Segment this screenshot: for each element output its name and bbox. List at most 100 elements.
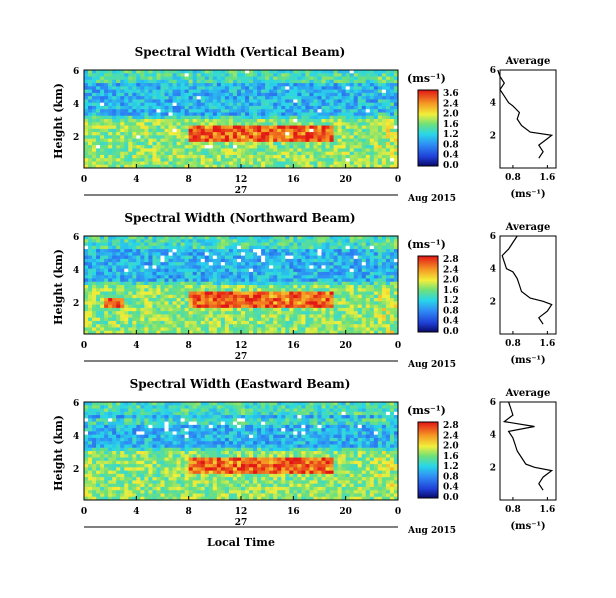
heatmap-cell	[100, 490, 105, 494]
heatmap-cell	[188, 311, 194, 315]
heatmap-cell	[269, 278, 274, 283]
heatmap-cell	[345, 288, 351, 292]
heatmap-cell	[245, 314, 250, 319]
heatmap-cell	[385, 262, 391, 266]
heatmap-cell	[297, 102, 302, 107]
heatmap-cell	[88, 245, 93, 250]
heatmap-cell	[100, 470, 105, 475]
heatmap-cell	[184, 151, 190, 156]
heatmap-cell	[164, 73, 169, 77]
heatmap-cell	[273, 73, 278, 77]
heatmap-cell	[345, 73, 351, 77]
heatmap-cell	[152, 83, 157, 87]
heatmap-cell	[389, 320, 395, 325]
heatmap-cell	[132, 164, 137, 169]
heatmap-cell	[353, 324, 359, 328]
heatmap-cell	[273, 285, 278, 289]
heatmap-cell	[104, 424, 109, 429]
heatmap-cell	[341, 132, 347, 136]
heatmap-cell	[381, 327, 387, 332]
heatmap-cell	[232, 70, 238, 74]
heatmap-cell	[136, 105, 141, 110]
heatmap-cell	[361, 73, 367, 77]
heatmap-cell	[329, 145, 334, 149]
heatmap-cell	[124, 291, 129, 296]
heatmap-cell	[88, 408, 93, 413]
heatmap-cell	[381, 314, 387, 319]
heatmap-cell	[249, 239, 254, 243]
heatmap-cell	[333, 317, 339, 322]
heatmap-cell	[257, 151, 262, 156]
heatmap-cell	[253, 314, 258, 319]
heatmap-cell	[273, 245, 278, 250]
heatmap-cell	[281, 265, 286, 270]
heatmap-cell	[297, 271, 302, 276]
heatmap-cell	[309, 281, 314, 286]
heatmap-cell	[152, 145, 157, 149]
heatmap-cell	[297, 92, 302, 97]
heatmap-cell	[345, 294, 351, 299]
heatmap-cell	[293, 268, 298, 273]
heatmap-cell	[389, 115, 395, 120]
heatmap-cell	[228, 245, 234, 250]
heatmap-cell	[365, 242, 371, 247]
heatmap-cell	[305, 154, 310, 159]
heatmap-cell	[317, 304, 322, 309]
heatmap-cell	[84, 460, 89, 465]
heatmap-cell	[216, 112, 222, 117]
heatmap-cell	[365, 330, 371, 335]
heatmap-cell	[305, 128, 310, 133]
heatmap-cell	[253, 138, 258, 143]
heatmap-cell	[188, 138, 194, 143]
heatmap-cell	[152, 304, 157, 309]
heatmap-cell	[309, 115, 314, 120]
heatmap-cell	[128, 298, 133, 302]
heatmap-cell	[228, 317, 234, 322]
heatmap-cell	[88, 464, 93, 468]
heatmap-cell	[192, 86, 198, 90]
heatmap-cell	[188, 298, 194, 302]
heatmap-cell	[277, 92, 282, 97]
heatmap-cell	[357, 298, 363, 302]
heatmap-cell	[393, 112, 399, 117]
heatmap-cell	[104, 480, 109, 485]
heatmap-cell	[224, 298, 230, 302]
heatmap-cell	[196, 317, 202, 322]
heatmap-cell	[112, 242, 117, 247]
heatmap-cell	[208, 249, 214, 253]
heatmap-cell	[253, 92, 258, 97]
heatmap-cell	[353, 138, 359, 143]
heatmap-cell	[196, 145, 202, 149]
heatmap-cell	[100, 451, 105, 455]
heatmap-cell	[393, 145, 399, 149]
heatmap-cell	[373, 154, 379, 159]
heatmap-cell	[313, 304, 318, 309]
heatmap-cell	[297, 249, 302, 253]
heatmap-cell	[385, 314, 391, 319]
heatmap-cell	[236, 112, 242, 117]
heatmap-cell	[325, 161, 330, 166]
heatmap-cell	[212, 89, 218, 94]
heatmap-cell	[124, 125, 129, 130]
heatmap-cell	[136, 239, 141, 243]
heatmap-cell	[245, 288, 250, 292]
heatmap-cell	[325, 324, 330, 328]
heatmap-cell	[100, 275, 105, 279]
heatmap-cell	[261, 73, 266, 77]
heatmap-cell	[132, 132, 137, 136]
heatmap-cell	[393, 301, 399, 305]
heatmap-cell	[325, 145, 330, 149]
heatmap-cell	[345, 115, 351, 120]
heatmap-cell	[176, 76, 182, 81]
heatmap-northward	[84, 236, 399, 335]
heatmap-cell	[385, 317, 391, 322]
heatmap-cell	[92, 154, 97, 159]
heatmap-cell	[329, 265, 334, 270]
heatmap-cell	[140, 161, 145, 166]
heatmap-cell	[144, 255, 149, 260]
heatmap-cell	[377, 122, 383, 126]
heatmap-cell	[369, 304, 375, 309]
heatmap-cell	[144, 105, 149, 110]
